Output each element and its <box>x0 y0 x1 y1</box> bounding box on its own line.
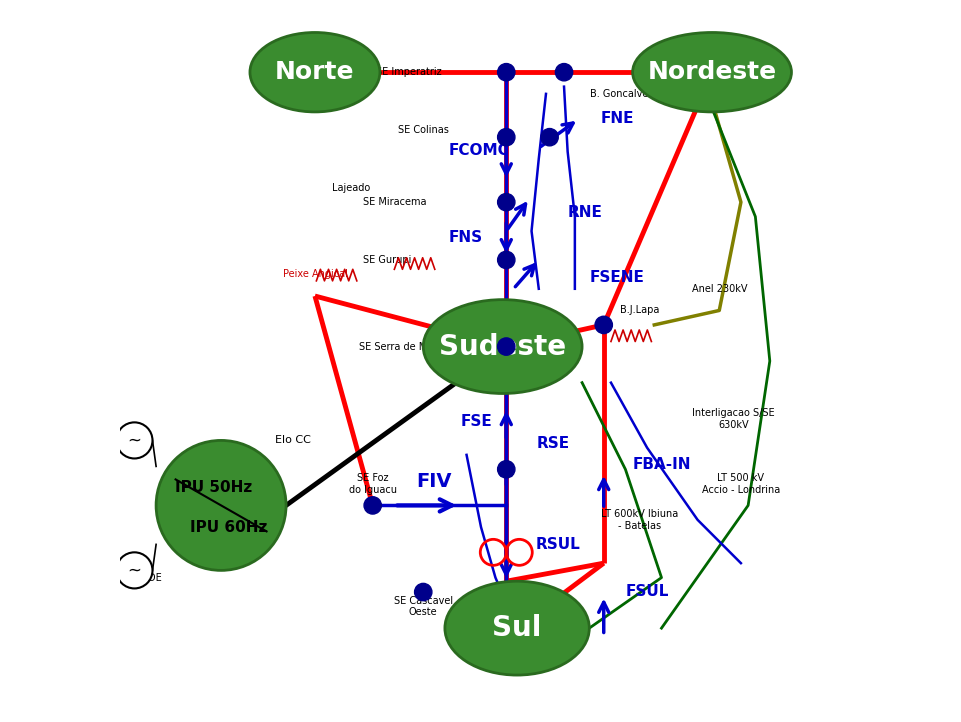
Text: SE Cascavel
Oeste: SE Cascavel Oeste <box>393 596 453 617</box>
Text: Norte: Norte <box>275 60 355 84</box>
Text: RSE: RSE <box>536 435 569 451</box>
Circle shape <box>497 129 514 146</box>
Text: FNE: FNE <box>600 110 633 126</box>
Circle shape <box>497 251 514 269</box>
Circle shape <box>554 64 572 81</box>
Text: ~: ~ <box>127 562 141 579</box>
Text: Peixe Angical: Peixe Angical <box>283 269 347 279</box>
Ellipse shape <box>444 581 589 675</box>
Text: FSENE: FSENE <box>589 269 644 284</box>
Text: IPU 60Hz: IPU 60Hz <box>189 520 267 534</box>
Ellipse shape <box>423 300 581 393</box>
Text: LT 600kV Ibiuna
- Batelas: LT 600kV Ibiuna - Batelas <box>601 509 678 531</box>
Ellipse shape <box>250 32 380 112</box>
Text: LT 500 kV
Accio - Londrina: LT 500 kV Accio - Londrina <box>702 473 779 495</box>
Text: SE Foz
do Iguacu: SE Foz do Iguacu <box>348 473 396 495</box>
Text: FBA-IN: FBA-IN <box>632 457 690 472</box>
Text: SE Imperatriz: SE Imperatriz <box>376 67 441 77</box>
Text: SE Colinas: SE Colinas <box>398 125 448 135</box>
Circle shape <box>116 552 153 588</box>
Text: ANDE: ANDE <box>135 573 162 583</box>
Text: B.J.Lapa: B.J.Lapa <box>620 305 659 316</box>
Text: Elo CC: Elo CC <box>275 435 311 445</box>
Text: SE Gurupi: SE Gurupi <box>362 255 411 265</box>
Text: SE Serra de Mesa: SE Serra de Mesa <box>358 342 444 352</box>
Text: FIV: FIV <box>415 472 451 492</box>
Circle shape <box>540 129 557 146</box>
Text: SE Miracema: SE Miracema <box>362 197 426 207</box>
Text: FNS: FNS <box>448 230 482 245</box>
Circle shape <box>156 440 285 570</box>
Text: Interligacao S/SE
630kV: Interligacao S/SE 630kV <box>692 408 775 430</box>
Text: IPU 50Hz: IPU 50Hz <box>175 480 252 495</box>
Text: Sudeste: Sudeste <box>438 333 566 360</box>
Circle shape <box>497 64 514 81</box>
Text: FSUL: FSUL <box>625 583 668 599</box>
Text: RNE: RNE <box>567 204 602 219</box>
Text: FCOMC: FCOMC <box>448 143 508 158</box>
Text: FSE: FSE <box>460 414 492 429</box>
Text: Sul: Sul <box>492 614 541 642</box>
Text: ~: ~ <box>127 432 141 449</box>
Circle shape <box>497 193 514 211</box>
Circle shape <box>497 338 514 355</box>
Text: Anel 230kV: Anel 230kV <box>691 284 747 294</box>
Text: Nordeste: Nordeste <box>647 60 776 84</box>
Circle shape <box>116 422 153 458</box>
Text: RSUL: RSUL <box>534 536 579 552</box>
Circle shape <box>497 461 514 478</box>
Text: Lajeado: Lajeado <box>332 183 370 193</box>
Circle shape <box>363 497 381 514</box>
Ellipse shape <box>632 32 791 112</box>
Text: B. Goncalves: B. Goncalves <box>589 89 653 99</box>
Circle shape <box>595 316 612 334</box>
Circle shape <box>414 583 431 601</box>
